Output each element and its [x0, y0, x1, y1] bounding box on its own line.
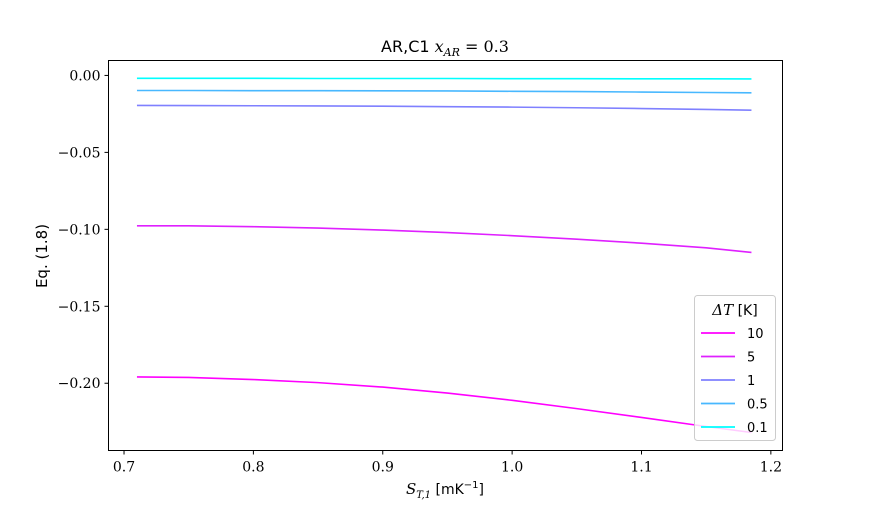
- x-tick-label: 0.8: [242, 460, 264, 476]
- x-tick-label: 1.2: [760, 460, 782, 476]
- y-tick-label: −0.15: [58, 299, 101, 315]
- chart-title-prefix: AR,C1: [381, 37, 435, 56]
- x-axis-label-sub: T,1: [416, 490, 431, 501]
- series-line-1: [136, 104, 752, 112]
- legend: ΔT [K] 10 5 1 0.5 0.1: [694, 295, 776, 441]
- legend-label-5: 5: [747, 351, 755, 366]
- axis-ticks: 0.7 0.8 0.9 1.0 1.1 1.2 0.00 −0.05 −0.10 −0.15 −0.…: [58, 68, 782, 475]
- legend-label-10: 10: [747, 327, 764, 342]
- y-tick-label: 0.00: [69, 68, 100, 84]
- chart-title: AR,C1 xAR = 0.3: [381, 37, 509, 59]
- legend-label-0.5: 0.5: [747, 398, 768, 413]
- legend-label-1: 1: [747, 374, 755, 389]
- x-axis-label-close: ]: [479, 482, 484, 498]
- legend-items: 10 5 1 0.5 0.1: [701, 327, 768, 436]
- y-tick-label: −0.05: [58, 145, 101, 161]
- x-tick-label: 0.9: [372, 460, 394, 476]
- x-tick-label: 1.0: [501, 460, 523, 476]
- series-line-10: [136, 376, 752, 434]
- x-tick-label: 0.7: [113, 460, 135, 476]
- y-tick-label: −0.20: [58, 376, 101, 392]
- y-tick-label: −0.10: [58, 222, 101, 238]
- plot-area-frame: [108, 60, 783, 451]
- series-lines: [136, 77, 752, 434]
- legend-label-0.1: 0.1: [747, 421, 768, 436]
- legend-title-unit: [K]: [733, 303, 758, 319]
- legend-title-var: ΔT: [711, 301, 734, 319]
- x-axis-label: ST,1 [mK−1]: [406, 480, 484, 501]
- x-tick-label: 1.1: [630, 460, 652, 476]
- chart-title-rest: = 0.3: [460, 37, 509, 56]
- x-axis-label-var: S: [406, 480, 416, 498]
- series-line-0.1: [136, 77, 752, 80]
- chart-title-sub: AR: [443, 46, 460, 59]
- x-axis-label-unit: [mK: [431, 482, 465, 498]
- legend-title: ΔT [K]: [711, 301, 757, 319]
- series-line-0.5: [136, 89, 752, 94]
- series-line-5: [136, 225, 752, 254]
- y-axis-label: Eq. (1.8): [33, 224, 51, 288]
- x-axis-label-sup: −1: [464, 480, 479, 491]
- chart-title-var: x: [435, 37, 444, 56]
